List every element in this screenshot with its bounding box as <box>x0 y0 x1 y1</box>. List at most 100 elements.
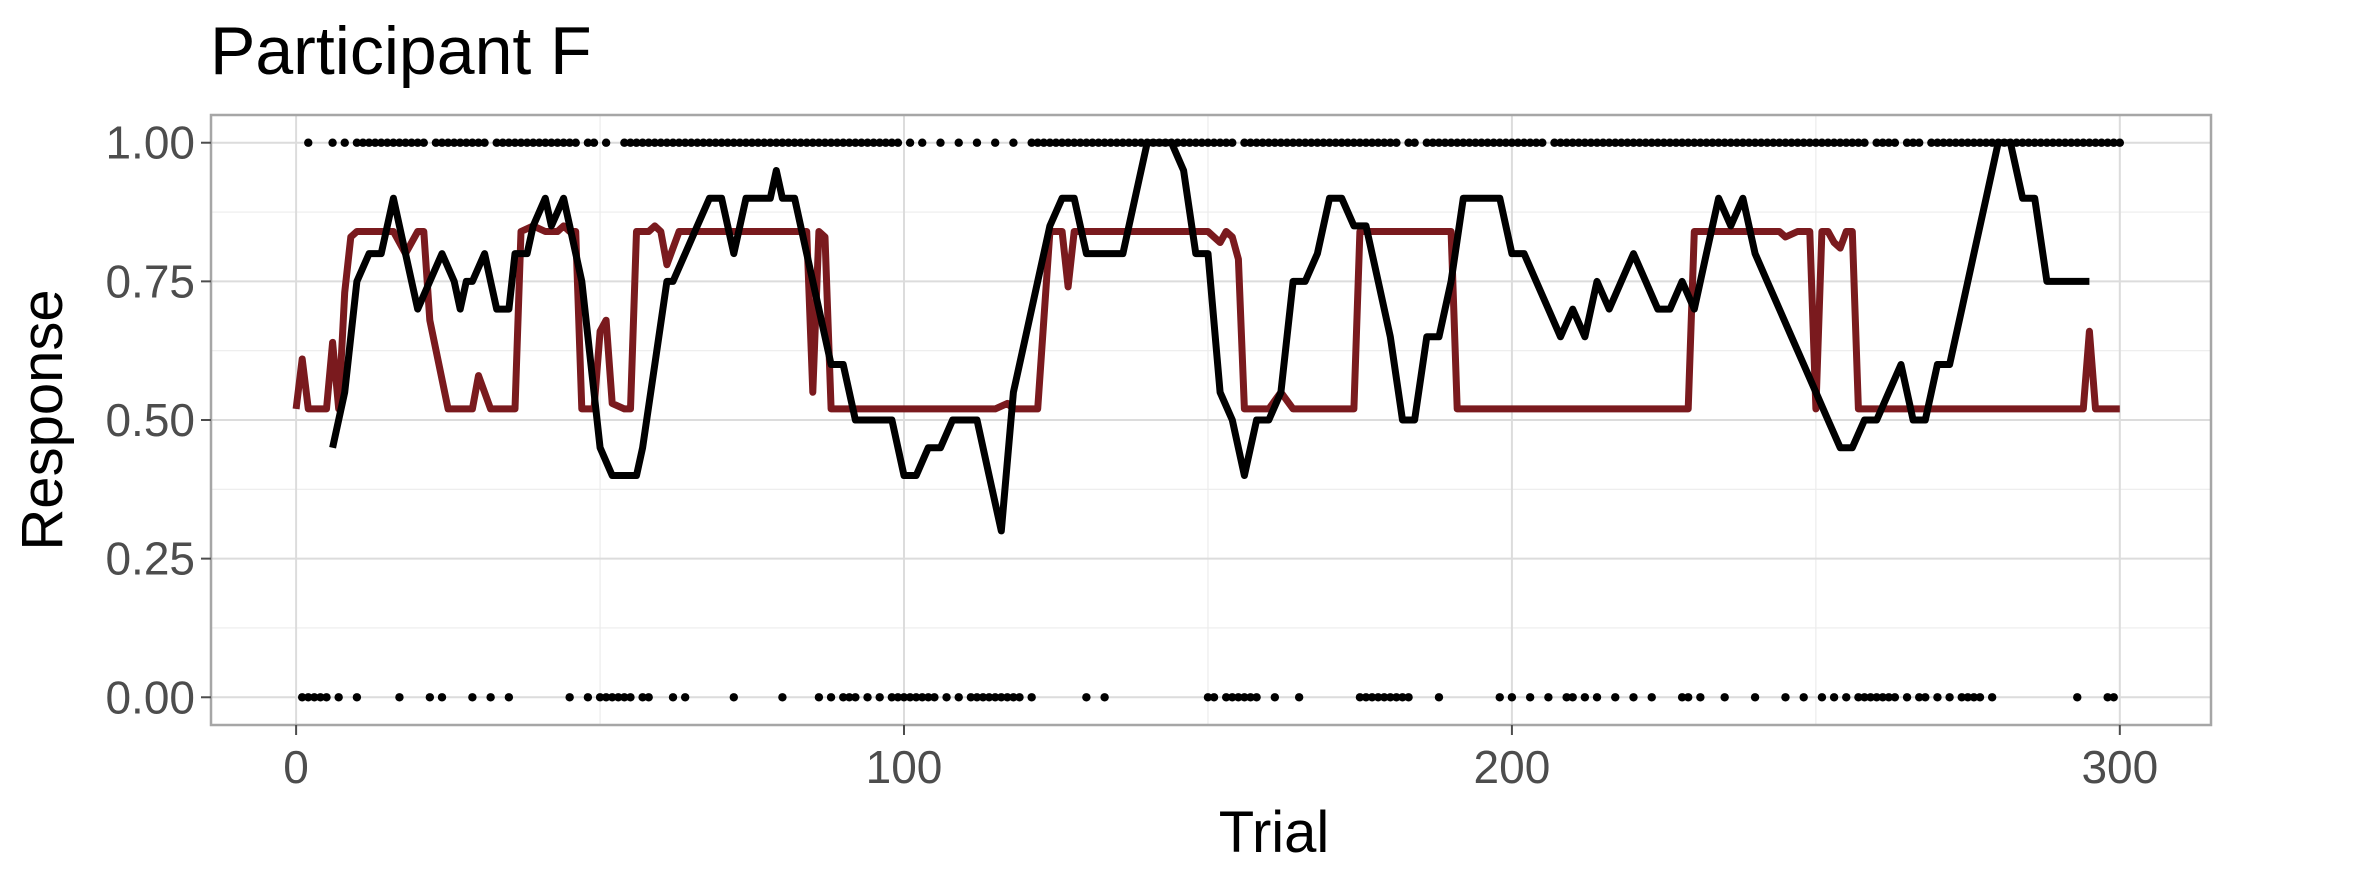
response-point <box>954 693 963 702</box>
response-point <box>1355 138 1365 147</box>
response-point <box>443 138 453 147</box>
response-point <box>2060 138 2070 147</box>
response-point <box>1203 138 1213 147</box>
x-tick-label: 200 <box>1474 741 1551 793</box>
response-point <box>1787 138 1796 147</box>
response-point <box>1568 138 1577 147</box>
response-point <box>468 138 477 147</box>
response-point <box>881 138 890 147</box>
response-point <box>1696 138 1705 147</box>
response-point <box>644 138 653 147</box>
response-point <box>1373 138 1383 147</box>
response-point <box>1203 693 1213 702</box>
response-point <box>1106 138 1115 147</box>
response-point <box>1532 138 1541 147</box>
response-point <box>1611 138 1620 147</box>
response-point <box>705 138 714 147</box>
response-point <box>1665 138 1675 147</box>
response-point <box>1592 693 1602 702</box>
response-point <box>486 693 495 702</box>
response-point <box>1495 138 1504 147</box>
response-point <box>911 693 921 702</box>
response-point <box>839 138 848 147</box>
response-point <box>358 138 368 147</box>
response-point <box>729 693 738 702</box>
response-point <box>1082 138 1091 147</box>
response-point <box>1246 693 1255 702</box>
response-point <box>1495 693 1504 702</box>
response-point <box>456 138 465 147</box>
response-point <box>1434 138 1444 147</box>
response-point <box>942 693 951 702</box>
response-point <box>997 693 1006 702</box>
response-point <box>1696 693 1705 702</box>
response-point <box>978 693 988 702</box>
response-point <box>2079 138 2088 147</box>
response-point <box>316 693 325 702</box>
response-point <box>1015 693 1024 702</box>
response-point <box>1100 693 1109 702</box>
response-point <box>1386 138 1395 147</box>
response-point <box>668 693 678 702</box>
response-point <box>984 693 994 702</box>
response-point <box>1957 138 1966 147</box>
response-point <box>1003 693 1012 702</box>
response-point <box>2066 138 2076 147</box>
points-layer <box>297 138 2125 702</box>
response-point <box>1507 138 1517 147</box>
response-point <box>1677 138 1687 147</box>
response-point <box>541 138 550 147</box>
response-point <box>2018 138 2027 147</box>
response-point <box>723 138 732 147</box>
response-point <box>620 138 629 147</box>
response-point <box>1525 138 1535 147</box>
response-point <box>687 138 696 147</box>
response-point <box>790 138 799 147</box>
response-point <box>1720 138 1729 147</box>
response-point <box>1538 138 1547 147</box>
response-point <box>1009 138 1018 147</box>
response-point <box>1805 138 1814 147</box>
response-point <box>808 138 818 147</box>
response-point <box>547 138 556 147</box>
response-point <box>845 693 854 702</box>
response-point <box>753 138 763 147</box>
response-point <box>1282 138 1292 147</box>
response-point <box>583 693 593 702</box>
response-point <box>571 138 580 147</box>
response-point <box>887 693 897 702</box>
response-point <box>662 138 672 147</box>
response-point <box>747 138 757 147</box>
response-point <box>2024 138 2033 147</box>
response-point <box>1872 693 1881 702</box>
response-point <box>930 693 939 702</box>
response-point <box>1720 693 1729 702</box>
response-point <box>863 693 872 702</box>
response-point <box>1392 138 1401 147</box>
response-point <box>1550 138 1559 147</box>
response-point <box>1568 693 1577 702</box>
response-point <box>1252 138 1261 147</box>
response-point <box>1848 138 1857 147</box>
response-point <box>851 138 860 147</box>
response-point <box>778 693 787 702</box>
response-point <box>778 138 787 147</box>
response-point <box>1726 138 1735 147</box>
response-point <box>990 138 1000 147</box>
response-point <box>1453 138 1462 147</box>
response-point <box>626 138 635 147</box>
response-point <box>1459 138 1468 147</box>
response-point <box>2109 138 2118 147</box>
response-point <box>1410 138 1419 147</box>
response-point <box>717 138 726 147</box>
response-point <box>1647 138 1656 147</box>
response-point <box>638 693 647 702</box>
response-point <box>1671 138 1681 147</box>
response-point <box>1428 138 1438 147</box>
response-point <box>364 138 374 147</box>
response-point <box>729 138 738 147</box>
response-point <box>1860 138 1869 147</box>
response-point <box>1380 693 1389 702</box>
response-point <box>905 138 915 147</box>
response-point <box>340 138 349 147</box>
